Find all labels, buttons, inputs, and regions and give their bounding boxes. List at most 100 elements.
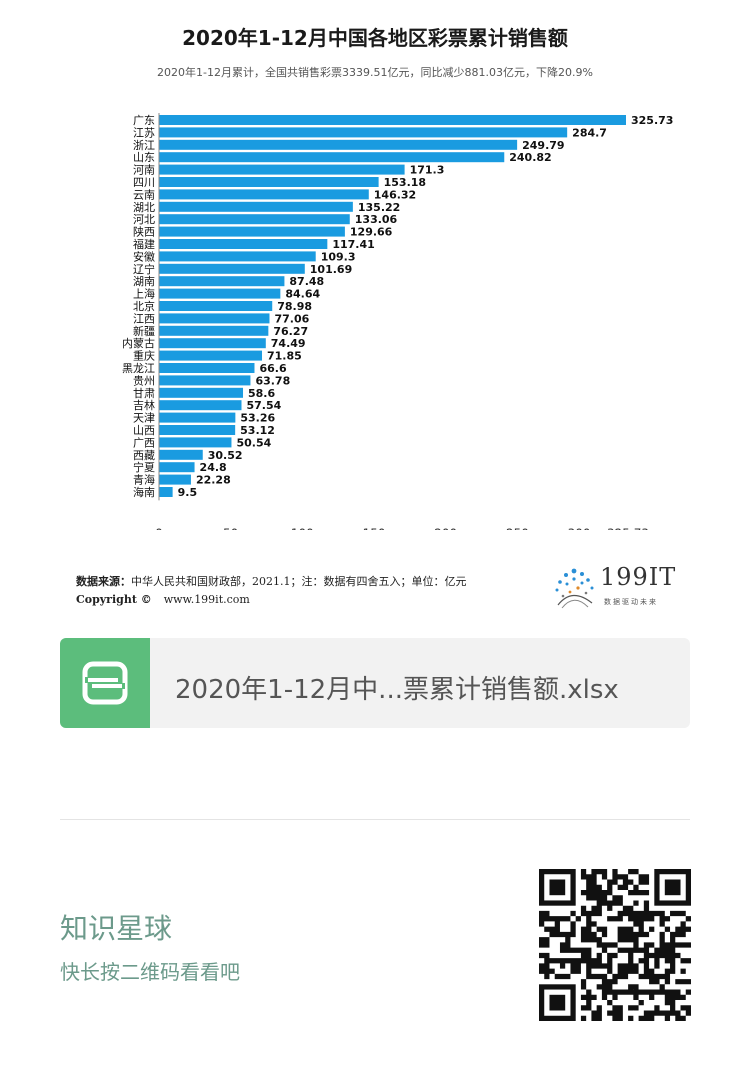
value-label: 53.12 bbox=[240, 424, 275, 437]
value-label: 66.6 bbox=[259, 362, 286, 375]
value-label: 58.6 bbox=[248, 387, 275, 400]
bar bbox=[159, 350, 263, 361]
category-label: 四川 bbox=[133, 176, 155, 189]
bar bbox=[159, 251, 316, 262]
file-name: 2020年1-12月中...票累计销售额.xlsx bbox=[175, 675, 619, 705]
value-label: 22.28 bbox=[196, 474, 231, 487]
value-label: 325.73 bbox=[631, 114, 673, 127]
value-label: 171.3 bbox=[410, 164, 445, 177]
bar bbox=[159, 139, 518, 150]
file-attachment-card[interactable]: 2020年1-12月中...票累计销售额.xlsx bbox=[60, 638, 690, 728]
value-label: 109.3 bbox=[321, 250, 356, 263]
bar bbox=[159, 474, 191, 485]
copyright-url[interactable]: www.199it.com bbox=[163, 593, 250, 606]
category-label: 上海 bbox=[133, 287, 155, 301]
bar bbox=[159, 152, 505, 163]
category-label: 陕西 bbox=[133, 225, 155, 239]
bar bbox=[159, 288, 281, 299]
value-label: 240.82 bbox=[509, 151, 551, 164]
bar bbox=[159, 363, 255, 373]
bar bbox=[159, 263, 305, 274]
value-label: 117.41 bbox=[332, 238, 374, 251]
value-label: 78.98 bbox=[277, 300, 312, 313]
copyright-note: Copyright © www.199it.com bbox=[76, 593, 250, 606]
category-label: 河北 bbox=[133, 213, 155, 226]
category-label: 海南 bbox=[133, 485, 155, 499]
bar bbox=[159, 127, 568, 138]
category-label: 贵州 bbox=[133, 374, 155, 387]
bar bbox=[159, 201, 353, 212]
value-label: 74.49 bbox=[271, 337, 306, 350]
bar bbox=[159, 276, 285, 287]
bar bbox=[159, 325, 269, 336]
bar bbox=[159, 301, 273, 311]
bar bbox=[159, 226, 345, 237]
value-label: 135.22 bbox=[358, 201, 400, 214]
category-label: 河南 bbox=[133, 164, 155, 177]
value-label: 71.85 bbox=[267, 350, 302, 363]
value-label: 84.64 bbox=[285, 288, 320, 301]
category-label: 江苏 bbox=[133, 126, 155, 139]
bar bbox=[159, 115, 626, 125]
chart-title: 2020年1-12月中国各地区彩票累计销售额 bbox=[182, 26, 568, 50]
category-label: 青海 bbox=[133, 473, 155, 487]
category-label: 甘肃 bbox=[133, 387, 155, 400]
value-label: 30.52 bbox=[208, 449, 243, 462]
bar bbox=[159, 177, 379, 187]
category-label: 山东 bbox=[133, 151, 155, 164]
bar bbox=[159, 487, 173, 497]
x-tick-label: 100 bbox=[291, 526, 314, 530]
bar bbox=[159, 437, 232, 448]
category-label: 山西 bbox=[133, 424, 155, 437]
bar bbox=[159, 214, 350, 225]
divider bbox=[60, 819, 690, 820]
bar bbox=[159, 164, 405, 175]
brand-logo: 199IT 数据驱动未来 bbox=[552, 563, 692, 615]
x-tick-label: 300 bbox=[568, 526, 591, 530]
bar bbox=[159, 387, 244, 398]
category-label: 宁夏 bbox=[133, 460, 155, 474]
category-label: 黑龙江 bbox=[122, 362, 155, 375]
bar bbox=[159, 313, 270, 324]
category-label: 辽宁 bbox=[133, 262, 155, 276]
x-tick-label: 325.73 bbox=[607, 526, 649, 530]
bar bbox=[159, 239, 328, 249]
x-tick-label: 250 bbox=[506, 526, 529, 530]
value-label: 101.69 bbox=[310, 263, 352, 276]
data-source-note: 数据来源：中华人民共和国财政部，2021.1；注：数据有四舍五入；单位：亿元 bbox=[76, 573, 467, 589]
value-label: 50.54 bbox=[236, 436, 271, 449]
bar bbox=[159, 425, 236, 435]
value-label: 284.7 bbox=[572, 126, 607, 139]
value-label: 57.54 bbox=[246, 399, 281, 412]
category-label: 云南 bbox=[133, 188, 155, 201]
category-label: 新疆 bbox=[133, 324, 155, 338]
x-tick-label: 0 bbox=[155, 526, 163, 530]
category-label: 安徽 bbox=[133, 249, 155, 263]
brand-title: 知识星球 bbox=[60, 912, 173, 945]
bar bbox=[159, 189, 369, 200]
copyright-label: Copyright © bbox=[76, 593, 152, 606]
category-label: 江西 bbox=[133, 312, 155, 325]
chart-subtitle: 2020年1-12月累计，全国共销售彩票3339.51亿元，同比减少881.03… bbox=[157, 66, 593, 79]
category-label: 浙江 bbox=[133, 139, 155, 152]
category-label: 天津 bbox=[133, 412, 155, 425]
data-source-text: 中华人民共和国财政部，2021.1；注：数据有四舍五入；单位：亿元 bbox=[131, 575, 467, 588]
value-label: 146.32 bbox=[374, 188, 416, 201]
category-label: 吉林 bbox=[133, 398, 155, 412]
value-label: 129.66 bbox=[350, 226, 393, 239]
bar-chart: 广东 325.73 江苏 284.7 浙江 249.79 山东 240.82 河南 171.3 四川… bbox=[122, 113, 673, 530]
logo-tagline: 数据驱动未来 bbox=[604, 598, 658, 606]
value-label: 249.79 bbox=[522, 139, 564, 152]
data-source-label: 数据来源： bbox=[76, 575, 131, 588]
category-label: 西藏 bbox=[133, 449, 155, 462]
value-label: 24.8 bbox=[200, 461, 227, 474]
bar bbox=[159, 375, 251, 386]
value-label: 63.78 bbox=[255, 374, 290, 387]
value-label: 77.06 bbox=[274, 312, 309, 325]
x-tick-label: 200 bbox=[434, 526, 457, 530]
category-label: 广东 bbox=[133, 114, 155, 127]
category-label: 湖南 bbox=[133, 275, 155, 288]
category-label: 湖北 bbox=[133, 201, 155, 214]
category-label: 广西 bbox=[133, 436, 155, 449]
qr-code-icon[interactable] bbox=[539, 869, 691, 1021]
